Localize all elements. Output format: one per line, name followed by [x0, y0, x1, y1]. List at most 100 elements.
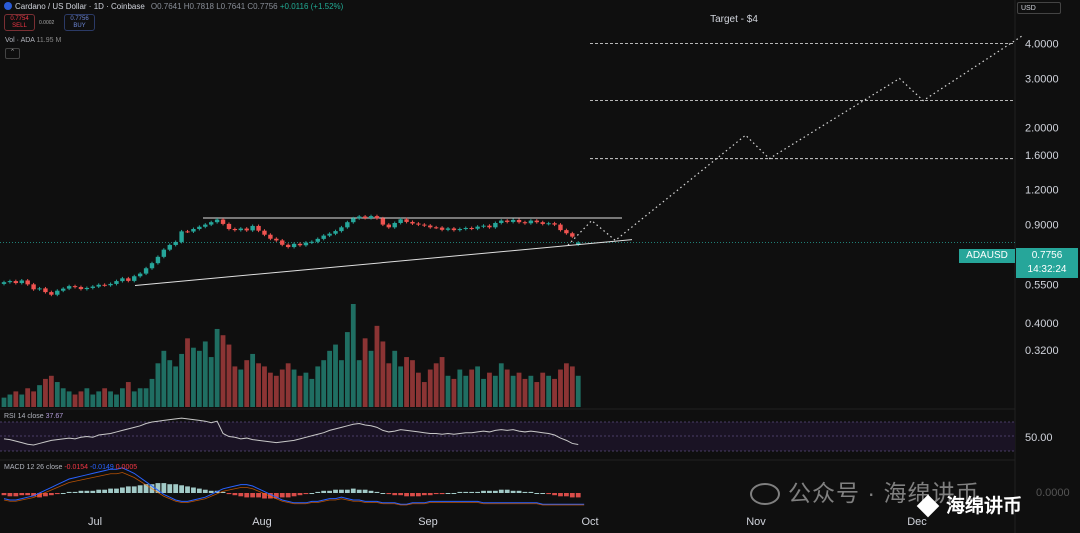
- candle-body: [433, 227, 439, 229]
- volume-bar: [528, 375, 534, 407]
- time-tick-label: Jul: [88, 516, 102, 528]
- candle-body: [238, 228, 243, 231]
- macd-histogram-bar: [220, 491, 226, 493]
- candle-body: [439, 227, 445, 230]
- macd-histogram-bar: [421, 493, 427, 496]
- macd-histogram-bar: [350, 488, 356, 493]
- volume-bar: [416, 372, 421, 407]
- macd-histogram-bar: [84, 490, 90, 493]
- price-tick-label: 1.2000: [1025, 185, 1059, 197]
- macd-histogram-bar: [48, 493, 54, 496]
- volume-bar: [575, 375, 581, 407]
- bar-countdown: 14:32:24: [1027, 264, 1067, 275]
- volume-bar: [19, 394, 25, 407]
- sell-button[interactable]: 0.7754 SELL: [4, 14, 35, 31]
- macd-histogram-bar: [445, 493, 451, 494]
- price-axis[interactable]: 4.0000 3.0000 2.0000 1.6000 1.2000 0.9000 0.55…: [1025, 39, 1070, 499]
- volume-bar: [238, 369, 244, 407]
- watermark: 公众号 · 海绵讲币: [750, 474, 979, 508]
- volume-bar: [256, 363, 261, 407]
- candle-body: [374, 216, 380, 219]
- macd-histogram-bar: [90, 490, 96, 493]
- macd-histogram-bar: [256, 493, 261, 498]
- candle-body: [457, 228, 463, 231]
- volume-bar: [481, 378, 486, 407]
- time-axis[interactable]: Jul Aug Sep Oct Nov Dec: [88, 516, 927, 528]
- symbol-header: Cardano / US Dollar · 1D · Coinbase O0.76…: [4, 2, 343, 11]
- candle-body: [220, 219, 226, 224]
- volume-bars: [1, 304, 581, 407]
- volume-bar: [368, 350, 374, 407]
- candle-body: [37, 288, 42, 290]
- volume-bar: [54, 382, 60, 407]
- macd-histogram-bar: [185, 486, 190, 493]
- volume-bar: [143, 388, 149, 407]
- candle-body: [534, 220, 539, 223]
- candle-body: [357, 216, 362, 219]
- ohlc-values: O0.7641 H0.7818 L0.7641 C0.7756: [150, 2, 278, 11]
- macd-histogram-bar: [333, 489, 338, 493]
- macd-histogram-bar: [374, 491, 380, 493]
- candle-body: [404, 219, 409, 222]
- volume-bar: [463, 375, 469, 407]
- volume-bar: [72, 394, 78, 407]
- time-tick-label: Aug: [252, 516, 272, 528]
- volume-bar: [404, 357, 409, 407]
- candle-body: [126, 278, 131, 281]
- volume-bar: [546, 375, 552, 407]
- macd-histogram-bar: [516, 490, 522, 493]
- candle-body: [345, 222, 350, 228]
- macd-histogram-bar: [273, 493, 279, 499]
- macd-histogram-bar: [504, 489, 510, 493]
- candle-body: [132, 276, 137, 281]
- candle-body: [78, 287, 84, 290]
- symbol-price-label: ADAUSD: [959, 249, 1015, 263]
- macd-histogram-bar: [54, 493, 60, 495]
- macd-histogram-bar: [291, 493, 297, 497]
- volume-bar: [90, 394, 96, 407]
- candle-body: [280, 240, 285, 245]
- volume-bar: [250, 353, 256, 407]
- volume-bar: [445, 375, 451, 407]
- volume-bar: [179, 353, 184, 407]
- volume-bar: [226, 344, 232, 407]
- volume-bar: [137, 388, 143, 407]
- candle-body: [185, 231, 190, 233]
- macd-histogram-bar: [1, 493, 7, 496]
- macd-histogram-bar: [131, 486, 137, 493]
- candle-body: [226, 223, 232, 229]
- candle-body: [285, 244, 291, 248]
- macd-label: MACD 12 26 close: [4, 464, 63, 471]
- rsi-value: 37.67: [45, 413, 64, 420]
- candle-body: [564, 230, 569, 234]
- macd-histogram-bar: [344, 489, 350, 493]
- macd-histogram-bar: [279, 493, 285, 498]
- volume-bar: [309, 378, 315, 407]
- volume-bar: [279, 369, 285, 407]
- rsi-legend: RSI 14 close 37.67: [4, 413, 63, 420]
- volume-bar: [469, 369, 475, 407]
- candle-body: [321, 235, 326, 239]
- price-tick-label: 1.6000: [1025, 150, 1059, 162]
- macd-histogram-bar: [546, 493, 552, 495]
- macd-histogram-bar: [232, 493, 238, 496]
- volume-bar: [540, 372, 546, 407]
- wechat-icon: [750, 483, 780, 505]
- chevron-up-icon[interactable]: ⌃: [5, 48, 20, 59]
- volume-bar: [13, 391, 19, 407]
- candle-body: [351, 218, 356, 223]
- macd-histogram-bar: [262, 493, 267, 499]
- volume-bar: [131, 391, 137, 407]
- macd-histogram-bar: [362, 489, 368, 493]
- candle-body: [256, 225, 261, 231]
- time-tick-label: Dec: [907, 516, 927, 528]
- candle-body: [84, 287, 90, 290]
- candle-body: [72, 286, 78, 288]
- macd-histogram-bar: [226, 493, 232, 495]
- currency-selector[interactable]: USD: [1017, 2, 1061, 14]
- buy-button[interactable]: 0.7756 BUY: [64, 14, 95, 31]
- volume-bar: [451, 378, 457, 407]
- candle-body: [66, 286, 72, 289]
- volume-bar: [37, 385, 42, 407]
